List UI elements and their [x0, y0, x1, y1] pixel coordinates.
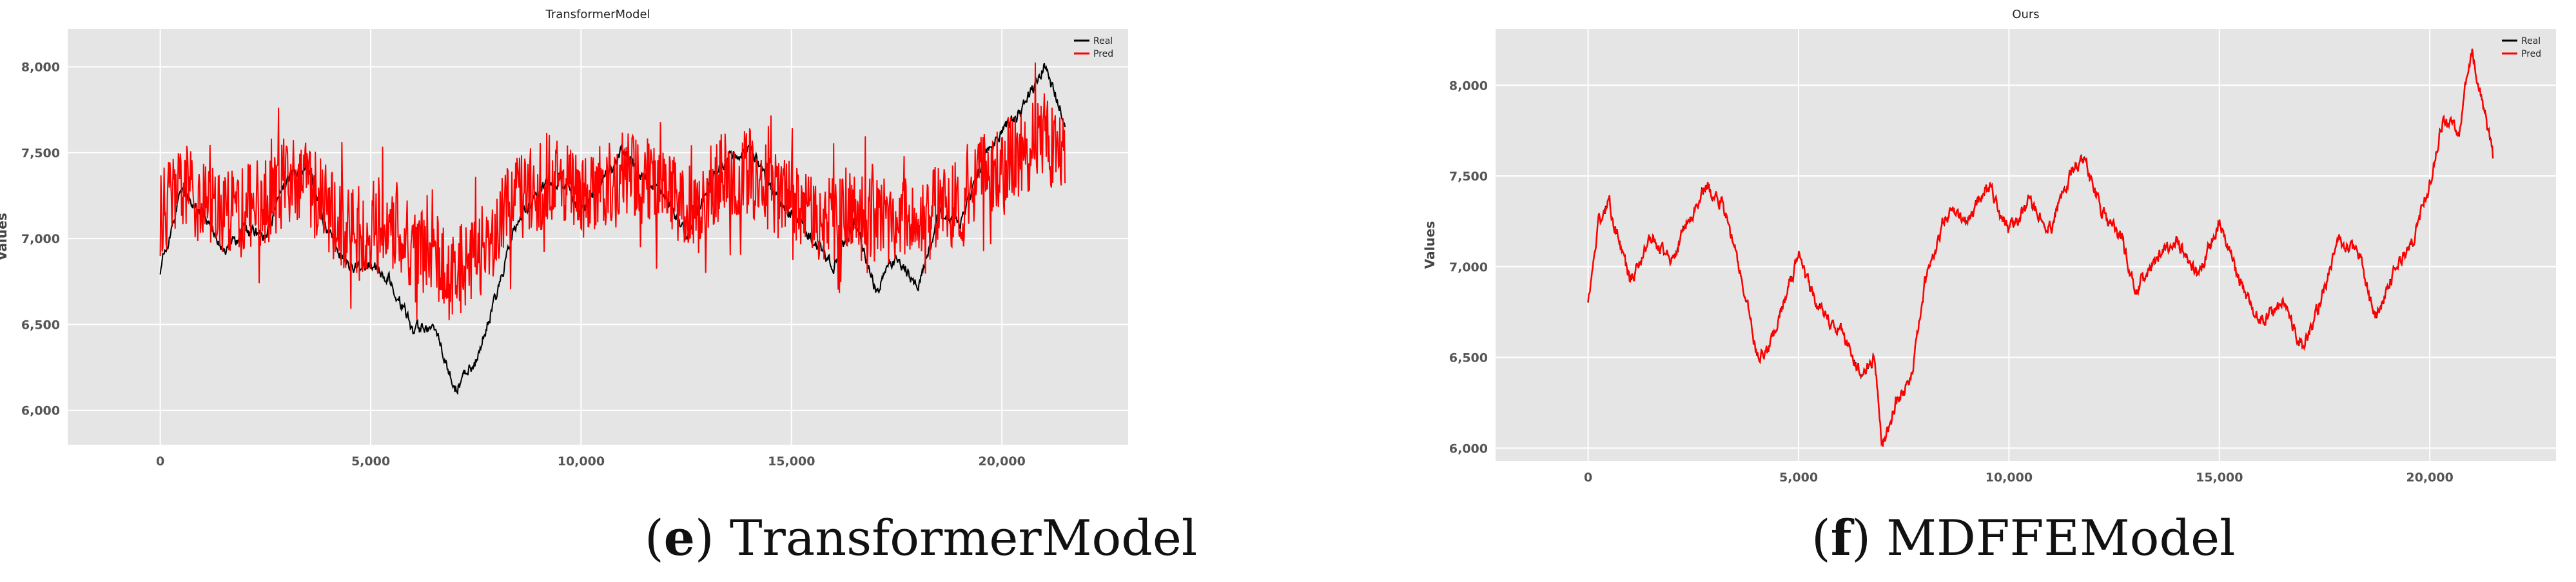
plot-area-right [1496, 29, 2556, 461]
caption-right-letter: f [1830, 509, 1852, 567]
y-tick-label: 6,000 [1449, 441, 1488, 456]
y-tick-label: 7,500 [1449, 170, 1488, 184]
legend-right: Real Pred [2498, 32, 2552, 61]
legend-box [1070, 32, 1124, 61]
y-tick-label: 8,000 [1449, 79, 1488, 93]
y-tick-label: 6,500 [1449, 351, 1488, 365]
y-tick-label: 7,000 [21, 232, 60, 246]
x-tick-label: 5,000 [1779, 470, 1818, 485]
x-tick-label: 0 [156, 454, 164, 469]
caption-right-text: MDFFEModel [1886, 509, 2236, 567]
chart-title-right: Ours [2012, 8, 2039, 21]
y-axis-label-left: Values [0, 213, 10, 260]
x-tick-label: 10,000 [1986, 470, 2033, 485]
legend-box [2498, 32, 2552, 61]
caption-left: (e) TransformerModel [645, 509, 1198, 567]
legend-label-real: Real [1093, 36, 1113, 46]
y-tick-label: 6,000 [21, 404, 60, 418]
y-tick-label: 8,000 [21, 61, 60, 75]
y-tick-label: 7,000 [1449, 260, 1488, 275]
legend-label-pred: Pred [1093, 49, 1113, 59]
chart-title-left: TransformerModel [545, 8, 650, 21]
x-tick-label: 20,000 [979, 454, 1026, 469]
caption-left-text: TransformerModel [729, 509, 1198, 567]
legend-label-pred: Pred [2521, 49, 2541, 59]
x-tick-label: 0 [1584, 470, 1592, 485]
caption-left-letter: e [663, 509, 696, 567]
x-tick-label: 20,000 [2406, 470, 2454, 485]
caption-right: (f) MDFFEModel [1811, 509, 2236, 567]
plot-area-left [68, 29, 1128, 445]
x-tick-label: 10,000 [558, 454, 605, 469]
legend-left: Real Pred [1070, 32, 1124, 61]
y-axis-label-right: Values [1422, 221, 1438, 269]
chart-panel-right: Ours 0 5,000 10,000 15,000 20,000 6,000 6,500 7,… [1422, 8, 2556, 485]
series-pred-line [159, 62, 1066, 320]
y-tick-label: 6,500 [21, 318, 60, 332]
x-tick-label: 5,000 [351, 454, 390, 469]
legend-label-real: Real [2521, 36, 2541, 46]
x-tick-label: 15,000 [768, 454, 815, 469]
series-pred-line [1587, 48, 2494, 447]
chart-panel-left: TransformerModel 0 5,000 10,000 15,000 20,000… [0, 8, 1128, 469]
y-tick-label: 7,500 [21, 146, 60, 160]
x-tick-label: 15,000 [2196, 470, 2243, 485]
